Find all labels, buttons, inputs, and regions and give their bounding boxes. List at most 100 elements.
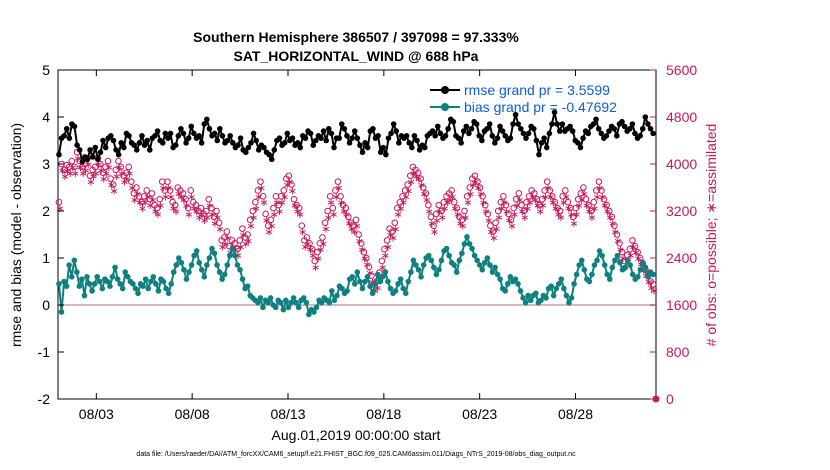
bias-point xyxy=(272,304,279,311)
bias-point xyxy=(627,262,633,268)
y-left-tick-label: 5 xyxy=(42,62,50,78)
obs-possible-marker xyxy=(461,207,468,215)
rmse-point xyxy=(647,125,654,132)
bias-point xyxy=(191,252,197,259)
obs-possible-marker xyxy=(546,187,554,194)
bias-point xyxy=(244,283,251,290)
obs-possible-marker xyxy=(487,222,494,229)
rmse-point xyxy=(100,137,106,144)
obs-assimilated-marker: ∗ xyxy=(611,226,620,239)
rmse-point xyxy=(468,125,475,132)
rmse-point xyxy=(133,147,140,153)
rmse-point xyxy=(61,133,67,139)
obs-possible-marker xyxy=(440,198,448,206)
rmse-point xyxy=(359,149,366,156)
obs-assimilated-marker: ∗ xyxy=(60,170,69,183)
rmse-point xyxy=(429,128,436,134)
obs-assimilated-marker: ∗ xyxy=(494,211,503,224)
obs-assimilated-marker: ∗ xyxy=(319,237,328,250)
obs-assimilated-marker: ∗ xyxy=(383,240,392,253)
obs-assimilated-marker: ∗ xyxy=(190,202,199,215)
obs-possible-marker xyxy=(631,242,639,250)
x-tick-label: 08/13 xyxy=(270,406,305,422)
obs-possible-marker xyxy=(453,204,461,212)
obs-assimilated-marker: ∗ xyxy=(598,190,607,203)
obs-assimilated-marker: ∗ xyxy=(474,182,483,195)
bias-point xyxy=(165,290,172,297)
rmse-point xyxy=(227,133,234,139)
bias-point xyxy=(221,271,228,278)
bias-point xyxy=(331,297,338,304)
obs-assimilated-marker: ∗ xyxy=(438,211,447,224)
rmse-point xyxy=(380,144,387,151)
bias-point xyxy=(339,285,345,292)
rmse-point xyxy=(512,111,519,118)
bias-point xyxy=(219,276,225,282)
obs-possible-marker xyxy=(590,198,598,206)
obs-assimilated-marker: ∗ xyxy=(89,170,98,183)
rmse-point xyxy=(383,151,389,158)
obs-assimilated-marker: ∗ xyxy=(208,208,217,221)
rmse-point xyxy=(121,144,127,151)
obs-assimilated-marker: ∗ xyxy=(497,202,506,215)
bias-point xyxy=(471,252,478,259)
obs-possible-marker xyxy=(117,163,125,171)
y-right-tick-label: 0 xyxy=(666,391,674,407)
bias-point xyxy=(153,281,159,287)
rmse-point xyxy=(411,133,418,139)
obs-possible-marker xyxy=(388,228,396,235)
obs-assimilated-marker: ∗ xyxy=(538,199,547,212)
obs-possible-marker xyxy=(484,210,492,218)
obs-assimilated-marker: ∗ xyxy=(277,196,286,209)
rmse-point xyxy=(167,130,174,137)
obs-assimilated-marker: ∗ xyxy=(306,243,315,256)
y-left-tick-label: -2 xyxy=(38,391,51,407)
rmse-point xyxy=(289,135,296,141)
rmse-point xyxy=(217,125,223,132)
rmse-point xyxy=(74,142,80,148)
obs-assimilated-marker: ∗ xyxy=(130,193,139,206)
rmse-point xyxy=(463,123,470,130)
rmse-point xyxy=(437,130,444,137)
rmse-point xyxy=(110,137,117,144)
bias-point xyxy=(538,297,544,304)
obs-possible-marker xyxy=(249,207,257,215)
obs-assimilated-marker: ∗ xyxy=(399,196,408,209)
bias-point xyxy=(359,285,366,292)
bias-point xyxy=(464,234,470,240)
bias-point xyxy=(606,276,613,282)
rmse-series xyxy=(56,109,656,165)
obs-assimilated-marker: ∗ xyxy=(246,220,255,233)
obs-possible-marker xyxy=(474,178,481,185)
y-left-tick-label: 4 xyxy=(42,109,50,125)
obs-assimilated-marker: ∗ xyxy=(125,167,134,180)
rmse-point xyxy=(185,135,192,141)
obs-possible-marker xyxy=(577,190,585,197)
obs-possible-marker xyxy=(587,207,595,215)
obs-assimilated-marker: ∗ xyxy=(567,208,576,221)
bias-point xyxy=(617,259,623,266)
bias-point xyxy=(96,278,103,285)
obs-possible-marker xyxy=(332,187,339,194)
obs-assimilated-marker: ∗ xyxy=(507,220,516,233)
obs-possible-marker xyxy=(582,195,590,203)
bias-point xyxy=(104,278,111,285)
rmse-point xyxy=(87,147,93,153)
rmse-point xyxy=(131,142,138,148)
bias-point xyxy=(178,259,185,266)
obs-possible-marker xyxy=(334,178,342,185)
obs-possible-marker xyxy=(414,169,422,177)
rmse-point xyxy=(351,128,358,134)
obs-assimilated-marker: ∗ xyxy=(590,202,599,215)
y-right-tick-label: 1600 xyxy=(666,297,697,313)
rmse-point xyxy=(406,140,413,146)
obs-assimilated-marker: ∗ xyxy=(502,205,511,218)
bias-point xyxy=(482,259,488,266)
obs-assimilated-marker: ∗ xyxy=(215,223,224,236)
obs-possible-marker xyxy=(574,195,582,203)
obs-assimilated-marker: ∗ xyxy=(133,187,142,200)
obs-possible-marker xyxy=(396,198,404,206)
obs-assimilated-marker: ∗ xyxy=(551,202,560,215)
obs-possible-marker xyxy=(197,204,205,212)
obs-assimilated-marker: ∗ xyxy=(430,226,439,239)
